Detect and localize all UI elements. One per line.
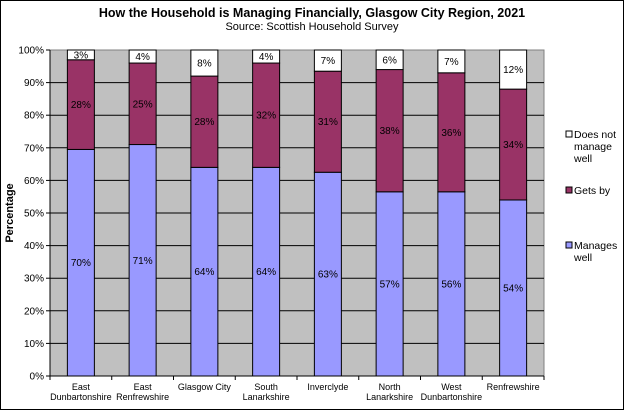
- bar-manages-well: [128, 144, 157, 377]
- data-label: 64%: [194, 267, 214, 278]
- x-category-label: Dunbartonshire: [50, 392, 112, 402]
- bar-does-not-manage-well: [128, 49, 157, 64]
- data-label: 4%: [135, 52, 150, 63]
- x-category-label: Dunbartonshire: [421, 392, 483, 402]
- bar-manages-well: [190, 166, 219, 377]
- legend-label: Manages: [574, 240, 617, 252]
- x-category-label: East: [72, 382, 91, 392]
- data-label: 4%: [259, 52, 274, 63]
- y-tick-label: 30%: [24, 274, 44, 285]
- legend-swatch: [565, 130, 573, 138]
- y-tick-label: 50%: [24, 209, 44, 220]
- x-category-label: Renfrewshire: [116, 392, 169, 402]
- bar-does-not-manage-well: [375, 49, 404, 71]
- y-tick-label: 0%: [30, 372, 45, 383]
- bar-gets-by: [375, 69, 404, 193]
- bar-gets-by: [190, 75, 219, 168]
- bar-does-not-manage-well: [252, 49, 281, 64]
- bar-does-not-manage-well: [190, 49, 219, 77]
- data-label: 28%: [71, 100, 91, 111]
- data-label: 57%: [380, 279, 400, 290]
- x-category-label: South: [254, 382, 278, 392]
- data-label: 71%: [133, 256, 153, 267]
- x-category-label: West: [441, 382, 462, 392]
- legend-label: well: [573, 252, 592, 264]
- bar-does-not-manage-well: [437, 49, 466, 74]
- data-label: 64%: [256, 267, 276, 278]
- x-category-label: Renfrewshire: [487, 382, 540, 392]
- x-category-label: Lanarkshire: [243, 392, 290, 402]
- data-label: 70%: [71, 258, 91, 269]
- bar-gets-by: [252, 62, 281, 168]
- legend-swatch: [565, 186, 573, 194]
- legend-label: Does not: [574, 129, 616, 141]
- x-category-label: Lanarkshire: [366, 392, 413, 402]
- x-category-label: East: [134, 382, 153, 392]
- bar-does-not-manage-well: [66, 49, 95, 61]
- data-label: 3%: [74, 50, 89, 61]
- data-label: 36%: [441, 128, 461, 139]
- y-tick-label: 60%: [24, 176, 44, 187]
- y-tick-label: 100%: [18, 46, 44, 57]
- y-tick-label: 80%: [24, 111, 44, 122]
- bar-does-not-manage-well: [313, 49, 342, 72]
- x-category-label: North: [379, 382, 401, 392]
- x-category-label: Glasgow City: [178, 382, 232, 392]
- data-label: 12%: [503, 65, 523, 76]
- bar-does-not-manage-well: [499, 49, 528, 90]
- bar-gets-by: [128, 62, 157, 146]
- bar-gets-by: [313, 70, 342, 173]
- y-axis-title: Percentage: [4, 183, 16, 242]
- data-label: 38%: [380, 126, 400, 137]
- y-tick-label: 20%: [24, 306, 44, 317]
- legend-swatch: [565, 241, 573, 249]
- chart-subtitle: Source: Scottish Household Survey: [225, 21, 399, 33]
- y-tick-label: 70%: [24, 143, 44, 154]
- data-label: 34%: [503, 140, 523, 151]
- data-label: 25%: [133, 99, 153, 110]
- legend-label: manage: [574, 141, 612, 153]
- y-tick-label: 90%: [24, 78, 44, 89]
- bar-gets-by: [66, 59, 95, 150]
- bar-manages-well: [437, 191, 466, 377]
- data-label: 31%: [318, 117, 338, 128]
- bar-manages-well: [499, 199, 528, 377]
- data-label: 6%: [382, 55, 397, 66]
- legend-label: Gets by: [574, 185, 611, 197]
- bar-manages-well: [313, 171, 342, 377]
- y-tick-label: 40%: [24, 241, 44, 252]
- data-label: 28%: [194, 117, 214, 128]
- data-label: 8%: [197, 59, 212, 70]
- data-label: 56%: [441, 279, 461, 290]
- data-label: 7%: [444, 57, 459, 68]
- data-label: 54%: [503, 283, 523, 294]
- x-category-label: Inverclyde: [307, 382, 348, 392]
- legend-label: well: [573, 153, 592, 165]
- chart-title: How the Household is Managing Financiall…: [98, 6, 526, 20]
- data-label: 32%: [256, 111, 276, 122]
- bar-gets-by: [499, 88, 528, 201]
- y-tick-label: 10%: [24, 339, 44, 350]
- data-label: 7%: [321, 56, 336, 67]
- data-label: 63%: [318, 270, 338, 281]
